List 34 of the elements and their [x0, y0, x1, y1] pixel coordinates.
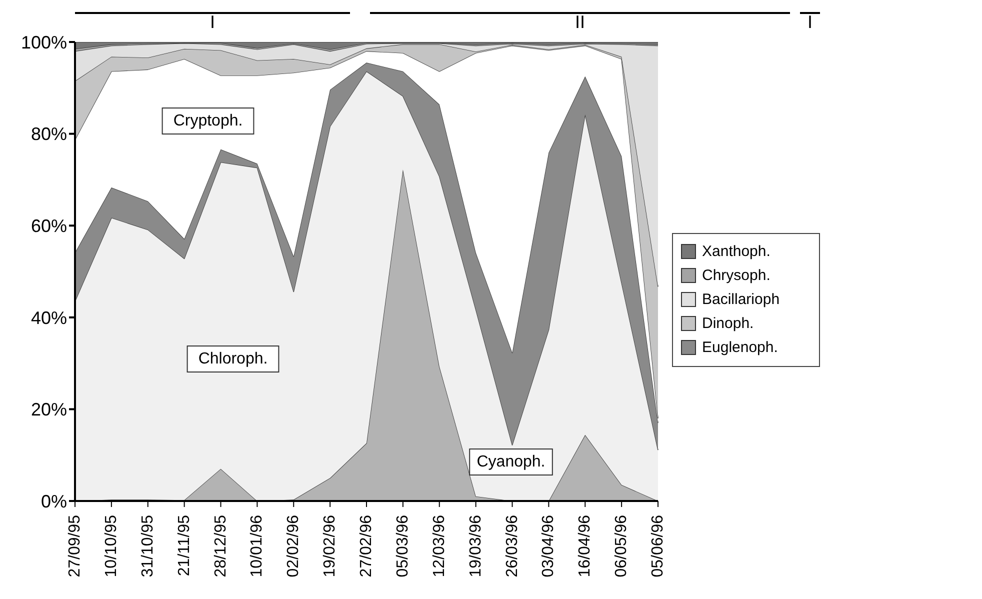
- legend-label: Xanthoph.: [702, 243, 770, 260]
- x-tick-label: 28/12/95: [212, 514, 230, 578]
- x-tick-label: 05/06/96: [650, 514, 666, 578]
- y-tick-label: 80%: [30, 124, 67, 144]
- x-tick-label: 02/02/96: [285, 514, 302, 578]
- x-tick-label: 10/10/95: [102, 514, 120, 578]
- legend-label: Euglenoph.: [702, 339, 778, 356]
- annotation: Cyanoph.: [476, 454, 546, 470]
- x-tick-label: 26/03/96: [504, 514, 521, 578]
- legend-label: Dinoph.: [702, 315, 754, 332]
- text: II: [574, 12, 586, 32]
- y-tick-label: 60%: [30, 216, 67, 236]
- x-tick-label: 21/11/95: [176, 514, 193, 576]
- x-tick-label: 27/02/96: [358, 514, 375, 578]
- text: I: [807, 12, 813, 32]
- text: I: [210, 12, 216, 32]
- x-tick-label: 06/05/96: [613, 514, 630, 578]
- x-tick-label: 19/02/96: [322, 514, 339, 578]
- y-tick-label: 20%: [30, 400, 67, 420]
- annotation: Chloroph.: [198, 350, 268, 368]
- annotation: Cryptoph.: [173, 112, 243, 130]
- x-tick-label: 12/03/96: [430, 514, 448, 578]
- y-tick-label: 40%: [30, 308, 67, 328]
- x-tick-label: 19/03/96: [467, 514, 484, 578]
- x-tick-label: 05/03/96: [394, 514, 412, 578]
- legend-label: Bacillarioph: [702, 291, 780, 308]
- y-tick-label: 0%: [40, 491, 67, 512]
- y-tick-label: 100%: [20, 32, 67, 52]
- legend-label: Chrysoph.: [702, 267, 770, 284]
- x-tick-label: 03/04/96: [540, 514, 558, 578]
- x-tick-label: 16/04/96: [576, 514, 594, 578]
- x-tick-label: 27/09/95: [66, 514, 84, 578]
- x-tick-label: 10/01/96: [248, 514, 266, 578]
- x-tick-label: 31/10/95: [139, 514, 156, 578]
